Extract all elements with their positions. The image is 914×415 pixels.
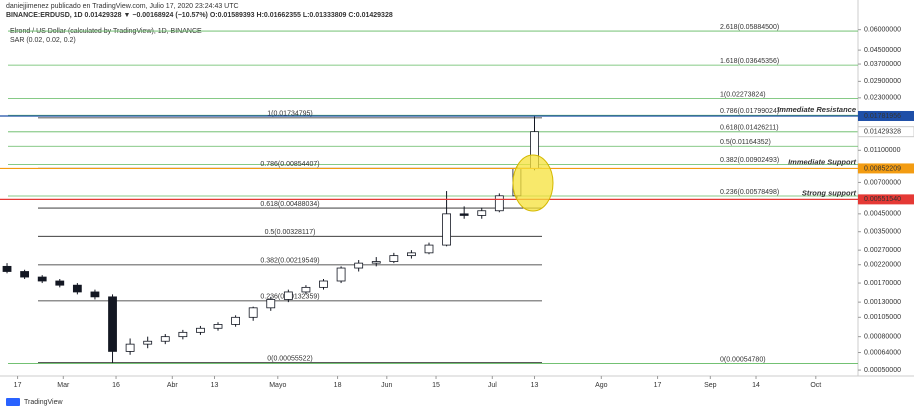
price-badge	[858, 163, 914, 174]
indicator: SAR (0.02, 0.02, 0.2)	[10, 37, 76, 44]
candle-body	[125, 343, 135, 352]
candle-body	[424, 244, 434, 254]
candle-body	[178, 331, 188, 338]
fib-label: 0(0.00055522)	[267, 355, 313, 362]
price-badge	[857, 126, 914, 138]
fib-label: 0.382(0.00219549)	[260, 258, 319, 265]
x-tick-label: 13	[211, 382, 219, 389]
fib-label: 0(0.00054780)	[720, 356, 766, 363]
candle-body	[143, 340, 153, 345]
y-tick-label: 0.00450000	[864, 211, 901, 218]
y-tick-label: 0.02300000	[864, 95, 901, 102]
x-tick-label: Sep	[704, 382, 717, 389]
price-note: Immediate Support	[788, 157, 856, 166]
candle-body	[72, 284, 82, 293]
candle-body	[301, 286, 311, 293]
x-tick-label: Mar	[57, 382, 70, 389]
candle-body	[389, 255, 399, 262]
y-tick-label: 0.00050000	[864, 367, 901, 374]
fib-label: 0.618(0.01426211)	[720, 125, 779, 132]
candle-body	[231, 316, 240, 325]
y-tick-label: 0.00105000	[864, 314, 901, 321]
candle-body	[407, 252, 416, 257]
candle-body	[90, 291, 100, 298]
x-tick-label: Mayo	[269, 382, 286, 389]
x-tick-label: 17	[654, 382, 662, 389]
x-tick-label: Jul	[488, 382, 497, 389]
candle-body	[213, 324, 223, 329]
fib-label: 0.5(0.01164352)	[720, 139, 771, 146]
fib-label: 0.5(0.00328117)	[265, 229, 316, 236]
candle-body	[266, 299, 276, 309]
candle-body	[37, 276, 47, 282]
price-badge	[858, 194, 914, 205]
candle-body	[283, 291, 293, 300]
fib-label: 1(0.01734795)	[267, 111, 313, 118]
candle-body	[160, 336, 170, 342]
y-tick-label: 0.00220000	[864, 262, 901, 269]
header: daniejjimenez publicado en TradingView.c…	[6, 3, 239, 10]
candle-body	[371, 261, 381, 264]
price-badge-label: 0.01429328	[864, 129, 901, 136]
x-tick-label: 17	[14, 382, 22, 389]
symbol-line: BINANCE:ERDUSD, 1D 0.01429328 ▼ −0.00168…	[6, 12, 393, 19]
price-badge-label: 0.01781956	[864, 113, 901, 120]
fib-label: 0.236(0.00578498)	[720, 189, 779, 196]
price-badge	[858, 110, 914, 121]
candle-body	[354, 262, 364, 269]
fib-label: 0.382(0.00902493)	[720, 157, 779, 164]
y-tick-label: 0.06000000	[864, 27, 901, 34]
fib-label: 0.618(0.00488034)	[260, 201, 319, 208]
y-tick-label: 0.04500000	[864, 47, 901, 54]
candle-body	[459, 213, 469, 216]
x-tick-label: 15	[432, 382, 440, 389]
fib-label: 1(0.02273824)	[720, 92, 766, 99]
x-tick-label: Abr	[167, 382, 179, 389]
candle-body	[336, 267, 346, 282]
candle-body	[2, 265, 12, 272]
candle-body	[494, 195, 504, 212]
x-tick-label: 13	[531, 382, 539, 389]
highlight-circle	[512, 154, 554, 212]
candle-body	[442, 213, 451, 246]
x-tick-label: Ago	[595, 382, 608, 389]
y-tick-label: 0.00064000	[864, 349, 901, 356]
x-tick-label: Oct	[810, 382, 821, 389]
y-tick-label: 0.03700000	[864, 61, 901, 68]
y-tick-label: 0.00130000	[864, 299, 901, 306]
price-note: Immediate Resistance	[777, 105, 856, 114]
y-tick-label: 0.00170000	[864, 280, 901, 287]
price-badge-label: 0.00551540	[864, 196, 901, 203]
x-tick-label: 16	[112, 382, 120, 389]
fib-label: 0.786(0.01799024)	[720, 108, 779, 115]
fib-label: 2.618(0.05884500)	[720, 24, 779, 31]
fib-label: 1.618(0.03645356)	[720, 58, 779, 65]
logo	[6, 398, 20, 406]
x-tick-label: Jun	[381, 382, 392, 389]
candle-body	[477, 210, 487, 216]
candle-body	[196, 327, 205, 333]
x-tick-label: 14	[752, 382, 760, 389]
candle-body	[20, 271, 30, 278]
y-tick-label: 0.02900000	[864, 78, 901, 85]
y-tick-label: 0.00270000	[864, 247, 901, 254]
y-tick-label: 0.00080000	[864, 333, 901, 340]
footer: TradingView	[24, 399, 63, 406]
price-badge-label: 0.00852209	[864, 165, 901, 172]
y-tick-label: 0.00700000	[864, 179, 901, 186]
y-tick-label: 0.00350000	[864, 229, 901, 236]
x-tick-label: 18	[334, 382, 342, 389]
candle-body	[319, 280, 328, 288]
y-tick-label: 0.01100000	[864, 147, 901, 154]
candle-body	[248, 307, 258, 318]
candle-body	[55, 280, 65, 286]
fib-label: 0.786(0.00854407)	[260, 161, 319, 168]
candle-body	[108, 296, 117, 352]
price-note: Strong support	[802, 188, 857, 197]
